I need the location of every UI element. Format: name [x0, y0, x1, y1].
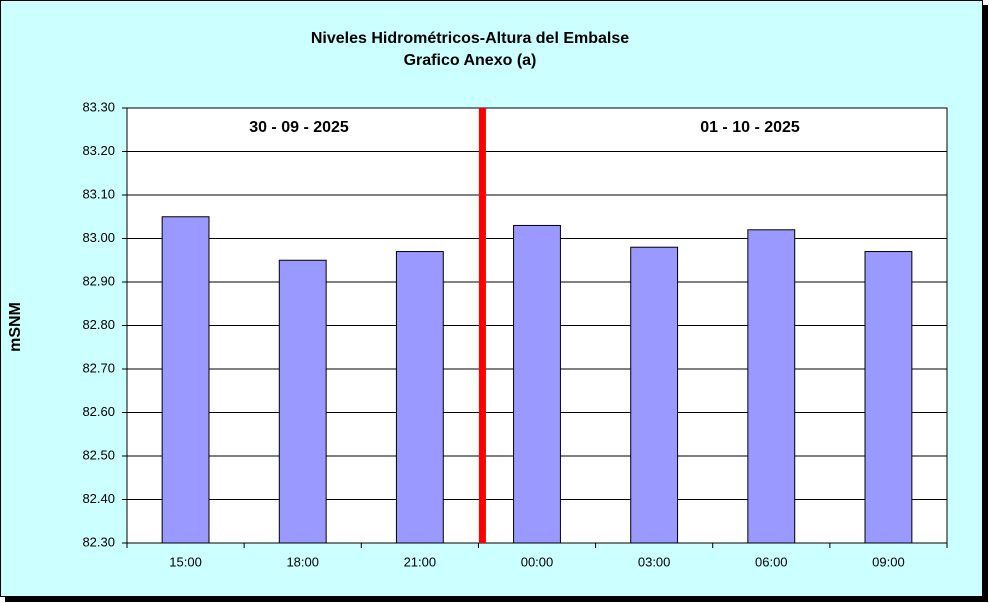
- bar: [864, 251, 913, 544]
- bar: [161, 216, 210, 544]
- chart-subtitle: Grafico Anexo (a): [404, 52, 537, 69]
- x-tick-label: 15:00: [169, 554, 202, 569]
- y-tick-label: 83.10: [82, 186, 115, 201]
- annotation: 01 - 10 - 2025: [700, 119, 800, 136]
- x-tick-label: 21:00: [404, 554, 437, 569]
- y-tick-label: 82.70: [82, 360, 115, 375]
- bar: [747, 229, 796, 544]
- y-tick-label: 82.30: [82, 534, 115, 549]
- y-tick-label: 82.40: [82, 491, 115, 506]
- y-tick-label: 83.20: [82, 143, 115, 158]
- annotation: 30 - 09 - 2025: [249, 119, 349, 136]
- y-tick-label: 82.90: [82, 273, 115, 288]
- bar: [630, 246, 679, 544]
- x-tick-label: 09:00: [872, 554, 905, 569]
- bar: [278, 259, 327, 544]
- y-tick-label: 82.80: [82, 317, 115, 332]
- y-tick-label: 82.60: [82, 404, 115, 419]
- chart-title: Niveles Hidrométricos-Altura del Embalse: [311, 30, 629, 47]
- x-tick-label: 18:00: [286, 554, 319, 569]
- y-tick-label: 82.50: [82, 447, 115, 462]
- bar: [513, 224, 561, 544]
- x-tick-label: 06:00: [755, 554, 788, 569]
- x-tick-label: 03:00: [638, 554, 671, 569]
- y-tick-label: 83.00: [82, 230, 115, 245]
- y-tick-label: 83.30: [82, 99, 115, 114]
- x-tick-label: 00:00: [521, 554, 554, 569]
- bar: [395, 251, 444, 544]
- y-axis-label: mSNM: [7, 302, 24, 352]
